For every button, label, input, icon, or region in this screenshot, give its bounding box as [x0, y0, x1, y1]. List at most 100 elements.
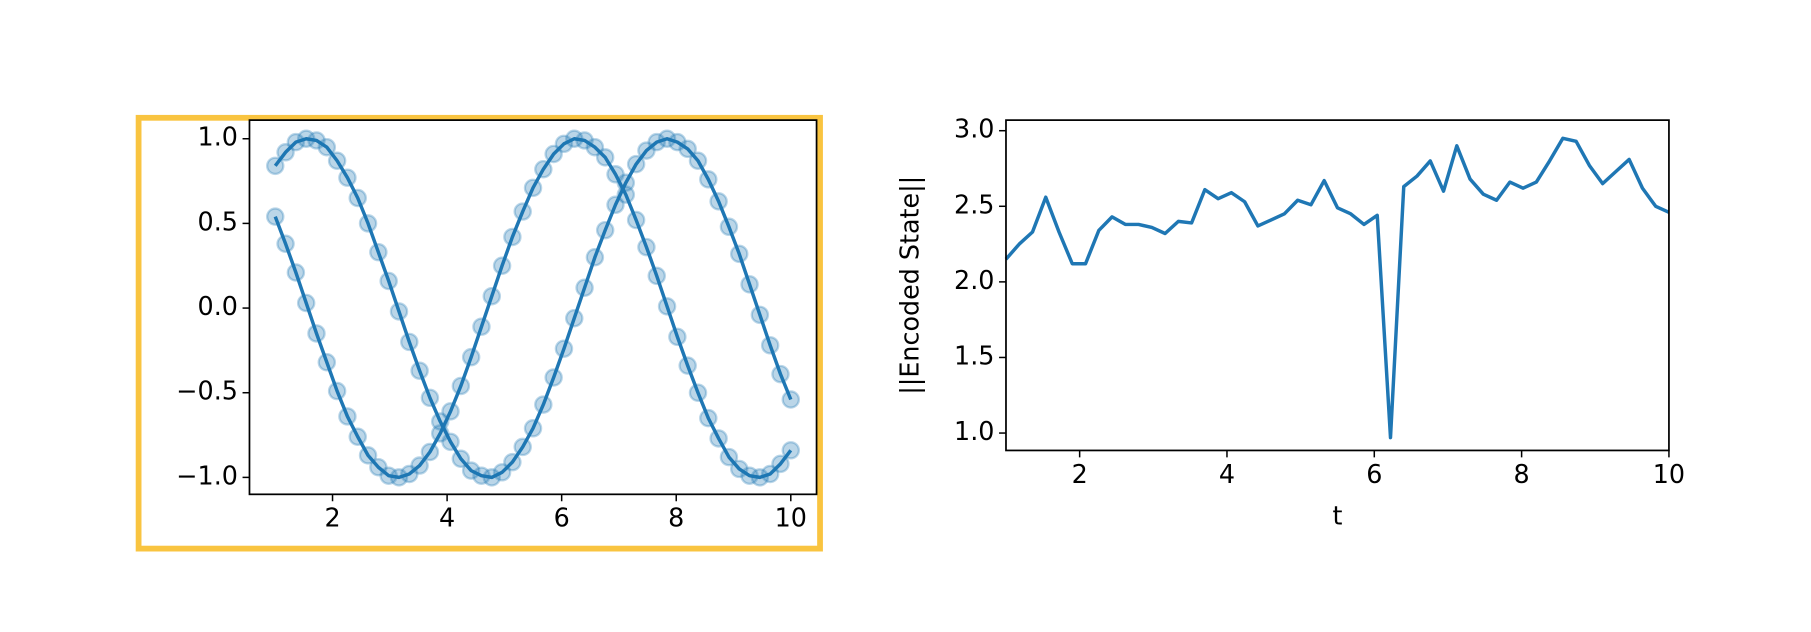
data-point: [482, 468, 502, 487]
data-point: [565, 129, 584, 148]
data-point: [534, 159, 553, 179]
data-line: [273, 137, 793, 480]
data-point: [678, 139, 697, 159]
x-tick-label: 8: [1514, 459, 1530, 489]
data-point: [348, 427, 367, 446]
data-point: [338, 168, 357, 187]
data-point: [503, 452, 522, 472]
data-point: [647, 266, 666, 286]
y-tick-label: −1.0: [176, 460, 238, 490]
data-point: [719, 217, 739, 237]
data-point: [451, 449, 471, 469]
data-point: [657, 129, 677, 148]
data-point: [771, 364, 790, 384]
data-point: [358, 214, 378, 233]
data-point: [379, 466, 398, 485]
data-point: [719, 447, 739, 467]
data-point: [276, 143, 295, 162]
x-tick-label: 10: [1653, 459, 1685, 489]
data-point: [699, 408, 718, 428]
y-tick-label: 0.0: [198, 291, 238, 321]
data-point: [513, 437, 532, 457]
data-point: [369, 242, 388, 262]
data-point: [678, 356, 697, 375]
data-point: [595, 220, 615, 240]
data-point: [565, 308, 584, 328]
data-point: [709, 192, 728, 211]
data-point: [410, 456, 429, 475]
data-point: [410, 361, 429, 380]
x-tick-label: 6: [1366, 459, 1382, 489]
x-axis-label: t: [1332, 500, 1342, 530]
data-point: [647, 132, 666, 152]
y-axis-label: ||Encoded State||: [894, 176, 924, 395]
data-point: [461, 347, 481, 367]
highlight-frame: [135, 114, 823, 552]
data-point: [760, 336, 780, 355]
data-point: [451, 376, 471, 396]
data-point: [441, 432, 460, 452]
axes-frame: [1005, 119, 1670, 452]
data-point: [699, 170, 718, 189]
data-point: [430, 424, 450, 443]
data-point: [482, 286, 502, 306]
data-point: [296, 129, 316, 148]
data-point: [668, 132, 687, 152]
axes-frame: [248, 119, 818, 496]
y-tick-label: −0.5: [176, 376, 238, 406]
data-point: [657, 297, 677, 316]
data-point: [637, 141, 656, 160]
data-point: [472, 466, 491, 485]
data-point: [606, 165, 625, 184]
data-point: [266, 156, 285, 176]
data-point: [358, 446, 378, 465]
x-tick-label: 2: [1072, 459, 1088, 489]
data-point: [729, 244, 749, 264]
x-tick-label: 10: [775, 503, 807, 533]
data-point: [513, 202, 532, 221]
data-point: [369, 457, 388, 477]
data-point: [781, 441, 801, 460]
data-point: [606, 195, 625, 215]
data-point: [338, 407, 357, 426]
data-point: [544, 144, 563, 164]
data-point: [503, 227, 522, 247]
data-point: [688, 151, 708, 170]
data-point: [286, 132, 306, 152]
y-tick-label: 3.0: [954, 114, 994, 144]
data-point: [585, 248, 605, 267]
data-point: [750, 305, 770, 325]
data-point: [740, 275, 759, 294]
data-point: [668, 327, 687, 347]
data-point: [626, 210, 646, 230]
data-point: [286, 263, 306, 282]
data-point: [688, 383, 708, 402]
y-tick-label: 1.0: [954, 416, 994, 446]
data-point: [461, 461, 481, 480]
data-point: [317, 353, 337, 372]
x-tick-label: 6: [554, 503, 570, 533]
data-point: [523, 419, 543, 438]
data-point: [400, 464, 419, 484]
data-point: [307, 131, 326, 150]
x-tick-label: 4: [1219, 459, 1235, 489]
data-point: [554, 134, 574, 154]
data-line: [273, 137, 793, 480]
y-tick-label: 0.5: [198, 206, 238, 236]
x-tick-label: 8: [668, 503, 684, 533]
data-point: [729, 459, 749, 479]
data-point: [616, 185, 636, 204]
data-point: [760, 464, 780, 484]
data-point: [389, 468, 409, 487]
data-point: [740, 466, 759, 485]
data-point: [379, 271, 398, 291]
data-point: [348, 188, 367, 208]
data-point: [637, 237, 656, 257]
data-point: [492, 463, 512, 482]
data-point: [575, 131, 594, 150]
data-point: [400, 332, 419, 352]
data-point: [307, 324, 326, 343]
data-point: [771, 454, 790, 474]
